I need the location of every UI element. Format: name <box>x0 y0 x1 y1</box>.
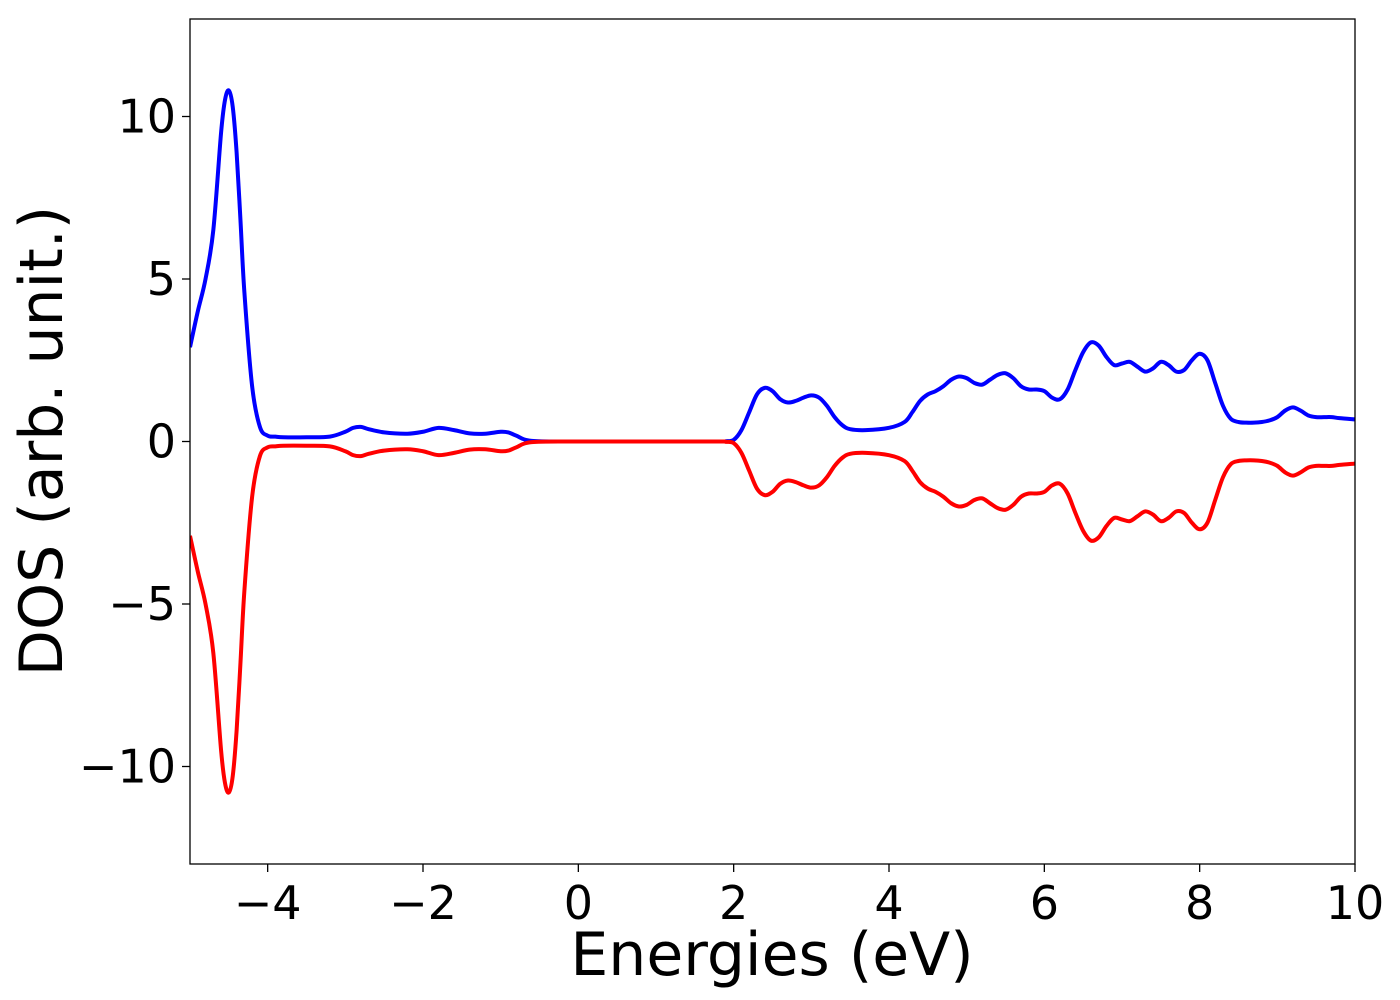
x-axis-ticks: −4 −2 0 2 4 6 8 10 <box>234 864 1385 930</box>
y-tick-label: 5 <box>147 252 176 306</box>
x-tick-label: 8 <box>1185 876 1214 930</box>
y-tick-label: 0 <box>147 415 176 469</box>
y-axis-label: DOS (arb. unit.) <box>7 206 77 676</box>
x-tick-label: 0 <box>564 876 593 930</box>
y-tick-label: −5 <box>108 577 176 631</box>
x-tick-label: −2 <box>389 876 457 930</box>
dos-spin-up-line <box>190 88 1355 444</box>
dos-spin-down-line <box>190 439 1355 795</box>
x-tick-label: 6 <box>1030 876 1059 930</box>
y-tick-label: −10 <box>79 740 176 794</box>
x-tick-label: 10 <box>1326 876 1385 930</box>
x-axis-label: Energies (eV) <box>570 920 973 990</box>
x-tick-label: 2 <box>719 876 748 930</box>
x-tick-label: 4 <box>874 876 903 930</box>
series-layer <box>190 88 1355 795</box>
y-tick-label: 10 <box>117 90 176 144</box>
x-tick-label: −4 <box>234 876 302 930</box>
y-axis-ticks: −10 −5 0 5 10 <box>79 90 190 794</box>
plot-frame <box>189 18 1356 865</box>
